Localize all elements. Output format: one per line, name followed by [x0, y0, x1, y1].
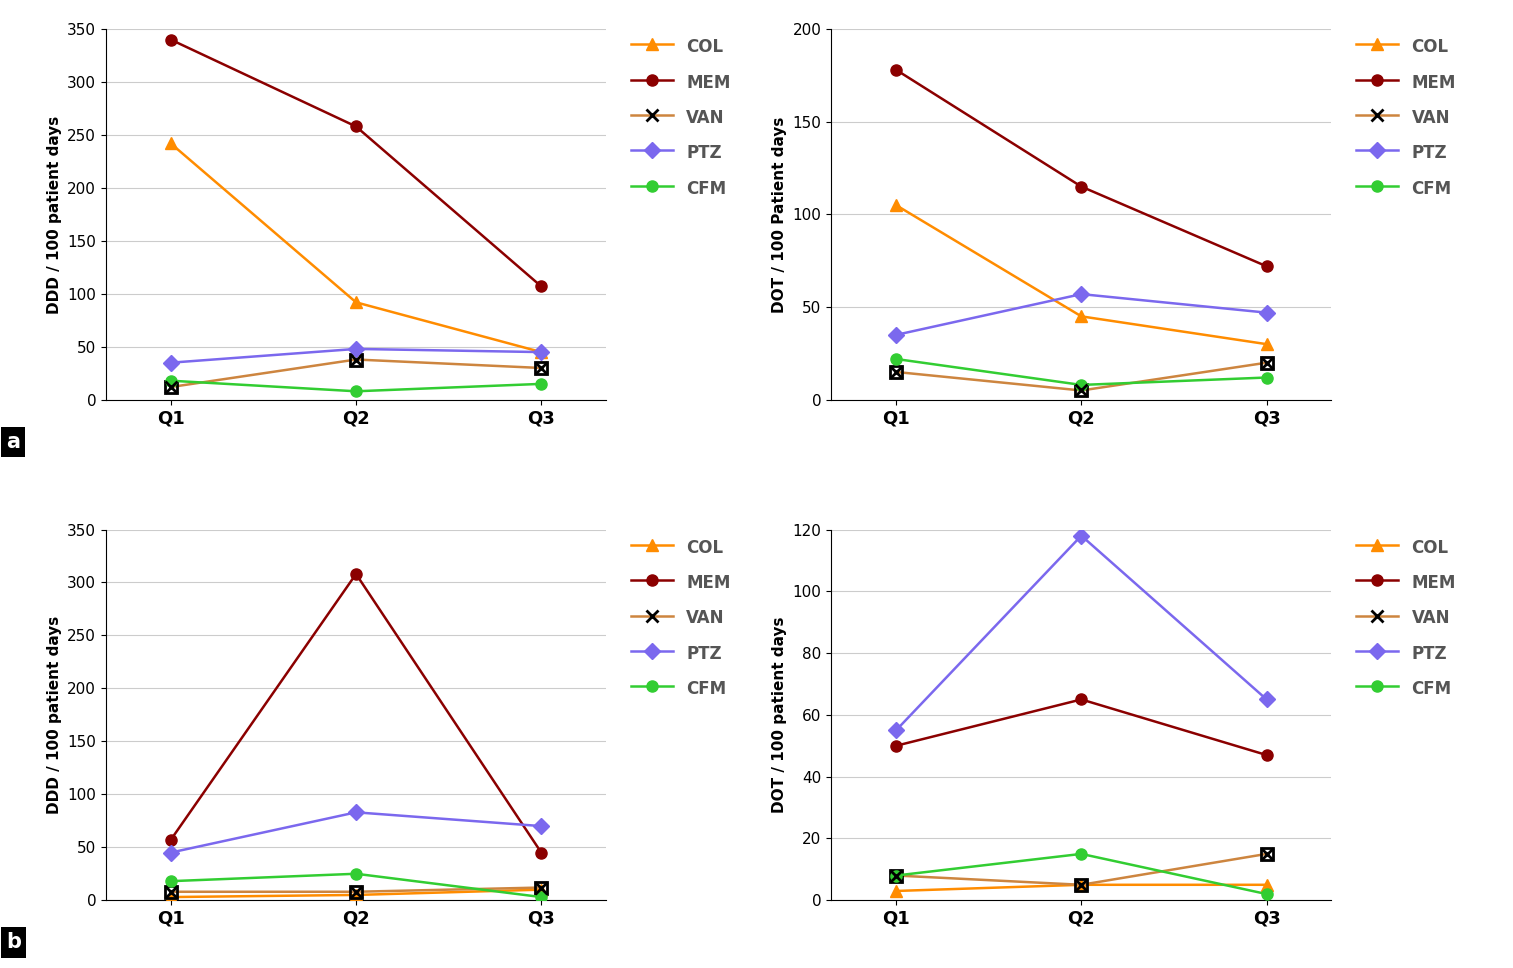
Y-axis label: DDD / 100 patient days: DDD / 100 patient days	[47, 616, 62, 814]
Y-axis label: DDD / 100 patient days: DDD / 100 patient days	[47, 115, 62, 314]
Legend: COL, MEM, VAN, PTZ, CFM: COL, MEM, VAN, PTZ, CFM	[1350, 530, 1463, 706]
Legend: COL, MEM, VAN, PTZ, CFM: COL, MEM, VAN, PTZ, CFM	[1350, 30, 1463, 205]
Y-axis label: DOT / 100 patient days: DOT / 100 patient days	[772, 617, 787, 813]
Legend: COL, MEM, VAN, PTZ, CFM: COL, MEM, VAN, PTZ, CFM	[625, 30, 737, 205]
Text: b: b	[6, 932, 21, 953]
Text: a: a	[6, 432, 20, 452]
Legend: COL, MEM, VAN, PTZ, CFM: COL, MEM, VAN, PTZ, CFM	[625, 530, 737, 706]
Y-axis label: DOT / 100 Patient days: DOT / 100 Patient days	[772, 116, 787, 313]
